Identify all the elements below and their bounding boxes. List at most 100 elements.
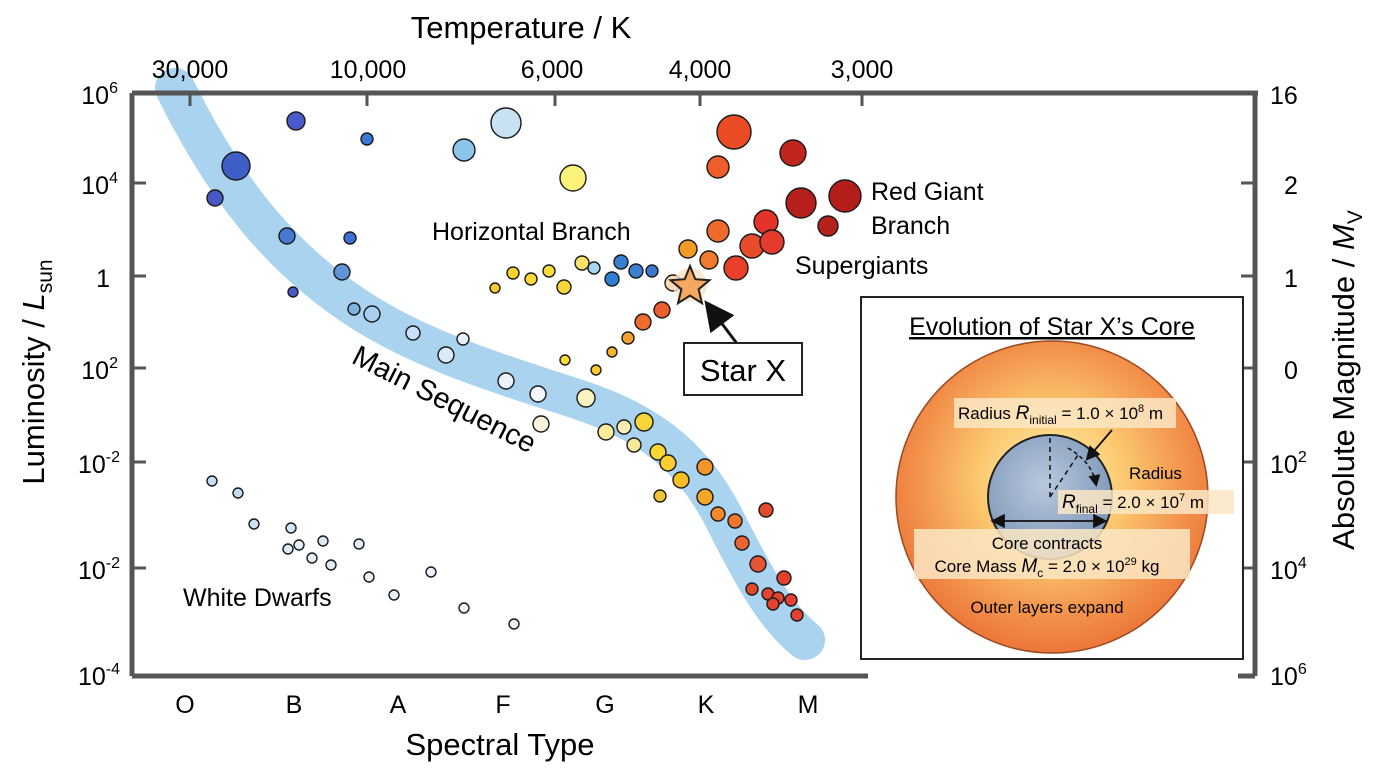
star-marker (672, 471, 690, 489)
star-marker (317, 535, 329, 547)
right-tick-label: 1 (1284, 265, 1298, 293)
left-axis-title: Luminosity / Lsun (16, 259, 57, 484)
right-axis-title: Absolute Magnitude / MV (1326, 210, 1367, 550)
top-axis-title: Temperature / K (411, 10, 632, 45)
top-tick-label: 10,000 (330, 56, 406, 84)
star-marker (616, 419, 632, 435)
right-tick-label: 0 (1284, 357, 1298, 385)
star-marker (597, 423, 615, 441)
star-x-icon (667, 263, 713, 306)
star-marker (817, 215, 839, 237)
white-dwarfs-label: White Dwarfs (183, 584, 332, 612)
star-marker (293, 539, 305, 551)
star-marker (613, 254, 629, 270)
star-marker (696, 458, 714, 476)
star-marker (699, 250, 719, 270)
star-marker (232, 487, 244, 499)
star-marker (790, 608, 804, 622)
star-marker (287, 286, 299, 298)
bottom-axis-title: Spectral Type (406, 727, 595, 762)
star-marker (452, 138, 476, 162)
top-tick-label: 3,000 (831, 56, 894, 84)
star-marker (784, 593, 798, 607)
star-marker (497, 372, 515, 390)
star-marker (559, 354, 571, 366)
star-marker (458, 602, 470, 614)
star-marker (785, 187, 817, 219)
star-marker (490, 107, 522, 139)
star-marker (653, 489, 667, 503)
star-marker (710, 506, 726, 522)
star-marker (221, 151, 251, 181)
star-marker (278, 227, 296, 245)
bottom-tick-label: G (595, 691, 614, 719)
star-marker (285, 522, 297, 534)
top-tick-label: 4,000 (669, 56, 732, 84)
star-marker (634, 313, 652, 331)
left-tick-label: 104 (81, 170, 118, 200)
star-marker (779, 139, 807, 167)
radius-initial-label: Radius Rinitial = 1.0 × 108 m (958, 403, 1163, 427)
star-marker (206, 189, 224, 207)
star-marker (506, 266, 520, 280)
star-marker (532, 415, 550, 433)
star-x-pointer (704, 300, 740, 346)
star-marker (723, 255, 749, 281)
star-marker (489, 282, 501, 294)
star-x-label: Star X (700, 353, 786, 388)
axes-frame (129, 90, 1258, 679)
star-marker (248, 518, 260, 530)
star-x-label-box (683, 342, 803, 396)
star-marker (645, 264, 659, 278)
bottom-tick-label: F (495, 691, 510, 719)
star-marker (606, 346, 618, 358)
right-tick-label: 106 (1270, 661, 1307, 691)
star-marker (524, 272, 538, 286)
radius-final-label-bg (1058, 490, 1234, 514)
core-evolution-inset: Evolution of Star X’s Core Radius Riniti… (860, 296, 1244, 660)
main-sequence-band (155, 68, 825, 660)
star-marker (353, 538, 365, 550)
star-marker (347, 302, 361, 316)
star-marker (628, 263, 644, 279)
star-marker (286, 111, 306, 131)
top-tick-label: 30,000 (152, 56, 228, 84)
inset-title: Evolution of Star X’s Core (909, 313, 1195, 341)
star-marker (576, 388, 596, 408)
right-tick-label: 16 (1270, 82, 1298, 110)
star-marker (659, 454, 677, 472)
radius-final-word: Radius (1129, 464, 1182, 483)
star-marker (749, 555, 767, 573)
star-marker (653, 301, 671, 319)
red-giant-label-line1: Red Giant (871, 178, 984, 206)
star-marker (574, 255, 590, 271)
star-marker (758, 502, 774, 518)
core-contracts-label: Core contracts (992, 534, 1103, 553)
star-marker (828, 179, 862, 213)
right-tick-label: 104 (1270, 555, 1307, 585)
right-tick-label: 2 (1284, 172, 1298, 200)
stars-layer (206, 107, 862, 630)
star-marker (456, 332, 470, 346)
star-marker (388, 589, 400, 601)
star-marker (621, 331, 635, 345)
star-marker (508, 618, 520, 630)
star-marker (590, 364, 602, 376)
star-marker (405, 325, 421, 341)
star-marker (776, 570, 792, 586)
left-tick-label: 1 (96, 265, 110, 293)
bottom-tick-label: K (698, 691, 715, 719)
star-marker (542, 264, 556, 278)
star-marker (745, 582, 759, 596)
outer-layers-label: Outer layers expand (970, 598, 1123, 617)
horizontal-branch-label: Horizontal Branch (432, 218, 631, 246)
contraction-arc-arrow (1067, 447, 1101, 487)
bottom-tick-label: M (798, 691, 819, 719)
star-marker (529, 385, 547, 403)
star-marker (727, 513, 743, 529)
star-marker (706, 219, 730, 243)
top-tick-label: 6,000 (521, 56, 584, 84)
left-tick-label: 102 (81, 355, 118, 385)
star-marker (333, 263, 351, 281)
